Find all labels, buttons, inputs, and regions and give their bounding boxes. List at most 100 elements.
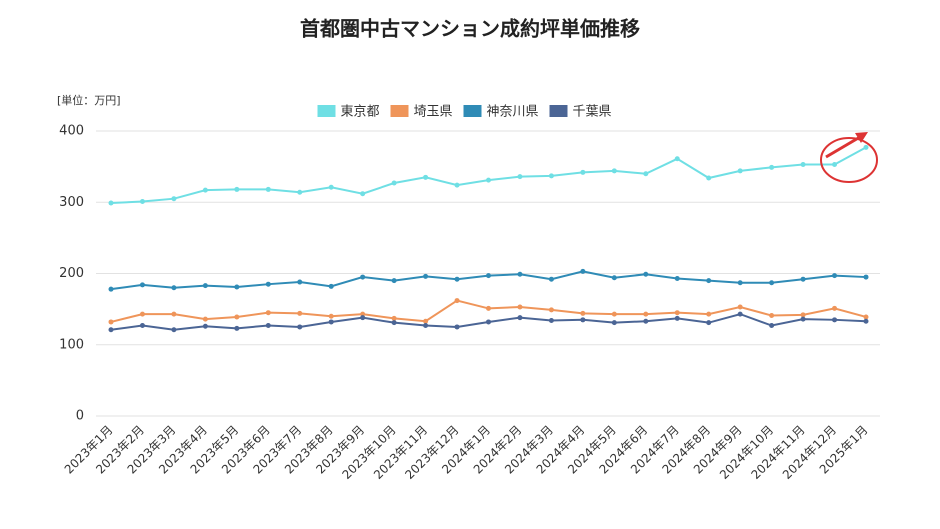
- data-point: [171, 196, 177, 202]
- data-point: [423, 323, 429, 329]
- data-point: [234, 284, 240, 290]
- data-point: [391, 315, 397, 321]
- data-point: [737, 311, 743, 317]
- data-point: [863, 274, 869, 280]
- data-point: [486, 319, 491, 325]
- data-point: [643, 318, 649, 324]
- data-point: [580, 169, 586, 175]
- data-point: [360, 191, 366, 197]
- legend-label: 神奈川県: [487, 105, 539, 120]
- data-point: [706, 175, 712, 181]
- y-tick-label: 200: [59, 266, 84, 281]
- data-point: [391, 278, 397, 284]
- data-point: [454, 298, 460, 304]
- data-point: [580, 310, 586, 316]
- data-point: [108, 319, 114, 325]
- data-point: [454, 276, 460, 282]
- data-point: [423, 273, 429, 279]
- legend-swatch: [549, 105, 568, 117]
- data-point: [674, 315, 680, 321]
- data-point: [769, 313, 775, 319]
- data-point: [611, 311, 617, 317]
- data-point: [328, 184, 334, 190]
- data-point: [108, 286, 114, 292]
- data-point: [832, 161, 838, 167]
- arrow-head: [855, 132, 868, 143]
- data-point: [202, 323, 208, 329]
- data-point: [611, 320, 617, 326]
- data-point: [108, 327, 114, 333]
- data-point: [454, 324, 460, 330]
- data-point: [580, 317, 586, 323]
- data-point: [548, 307, 554, 313]
- data-point: [328, 319, 334, 325]
- data-point: [769, 280, 775, 286]
- data-point: [486, 305, 491, 311]
- data-point: [706, 311, 712, 317]
- data-point: [265, 186, 271, 192]
- data-point: [297, 189, 303, 195]
- data-point: [202, 283, 208, 289]
- data-point: [265, 281, 271, 287]
- data-point: [674, 310, 680, 316]
- data-point: [423, 318, 429, 324]
- data-point: [611, 168, 617, 174]
- series-line: [110, 146, 867, 204]
- data-point: [863, 144, 869, 150]
- data-point: [202, 187, 208, 193]
- annotation: [820, 132, 878, 183]
- data-point: [737, 304, 743, 310]
- data-point: [548, 276, 554, 282]
- legend-label: 千葉県: [573, 105, 612, 120]
- data-point: [423, 174, 429, 180]
- data-point: [643, 171, 649, 177]
- data-point: [297, 310, 303, 316]
- data-point: [360, 274, 366, 280]
- data-point: [800, 276, 806, 282]
- data-point: [171, 311, 177, 317]
- legend-swatch: [317, 105, 336, 117]
- data-point: [863, 318, 869, 324]
- data-point: [360, 315, 366, 321]
- data-point: [328, 313, 334, 319]
- data-point: [517, 315, 523, 321]
- data-point: [265, 323, 271, 329]
- data-point: [139, 311, 145, 317]
- data-point: [800, 161, 806, 167]
- y-axis-unit: [単位：万円]: [57, 93, 121, 107]
- data-point: [139, 282, 145, 288]
- data-point: [737, 280, 743, 286]
- trend-arrow: [825, 135, 861, 159]
- data-point: [580, 268, 586, 274]
- data-point: [800, 312, 806, 318]
- data-point: [548, 173, 554, 179]
- data-point: [863, 314, 869, 320]
- y-tick-label: 400: [59, 124, 84, 139]
- data-point: [643, 271, 649, 277]
- data-point: [674, 275, 680, 281]
- data-point: [486, 177, 491, 183]
- data-point: [328, 283, 334, 289]
- data-point: [832, 273, 838, 279]
- data-point: [171, 285, 177, 291]
- data-point: [517, 174, 523, 180]
- data-point: [517, 271, 523, 277]
- legend-label: 東京都: [341, 104, 380, 120]
- data-point: [832, 317, 838, 323]
- data-point: [486, 273, 491, 279]
- data-point: [769, 164, 775, 170]
- data-point: [391, 320, 397, 326]
- data-point: [769, 323, 775, 329]
- data-point: [674, 156, 680, 162]
- y-tick-label: 300: [59, 195, 84, 210]
- legend-label: 埼玉県: [414, 105, 453, 120]
- data-point: [297, 324, 303, 330]
- data-point: [171, 327, 177, 333]
- data-point: [706, 278, 712, 284]
- data-point: [548, 318, 554, 324]
- data-point: [265, 310, 271, 316]
- data-point: [643, 311, 649, 317]
- data-point: [234, 314, 240, 320]
- data-point: [108, 200, 114, 206]
- data-point: [360, 311, 366, 317]
